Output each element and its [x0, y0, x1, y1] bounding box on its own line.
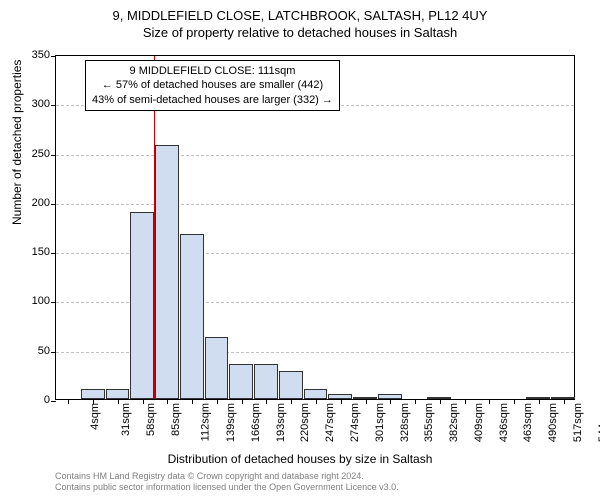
x-tick-label: 382sqm: [448, 403, 460, 442]
x-tick-label: 4sqm: [89, 403, 101, 430]
histogram-bar: [205, 337, 229, 399]
x-tick-label: 463sqm: [522, 403, 534, 442]
x-tick-label: 409sqm: [473, 403, 485, 442]
x-tick-label: 274sqm: [349, 403, 361, 442]
y-tick-label: 350: [20, 49, 50, 61]
x-axis-label: Distribution of detached houses by size …: [0, 452, 600, 466]
x-tick-label: 220sqm: [300, 403, 312, 442]
x-tick-label: 58sqm: [145, 403, 157, 436]
histogram-bar: [229, 364, 253, 399]
histogram-bar: [279, 371, 303, 399]
x-tick-label: 355sqm: [423, 403, 435, 442]
attribution-text: Contains HM Land Registry data © Crown c…: [55, 471, 399, 494]
y-tick-label: 100: [20, 295, 50, 307]
y-tick-label: 150: [20, 246, 50, 258]
histogram-bar: [155, 145, 179, 399]
x-tick-label: 436sqm: [498, 403, 510, 442]
histogram-bar: [130, 212, 154, 399]
y-tick-label: 200: [20, 197, 50, 209]
x-tick-label: 166sqm: [250, 403, 262, 442]
x-tick-label: 139sqm: [225, 403, 237, 442]
annotation-box: 9 MIDDLEFIELD CLOSE: 111sqm ← 57% of det…: [85, 60, 340, 111]
annotation-line: 9 MIDDLEFIELD CLOSE: 111sqm: [92, 64, 333, 78]
chart-title: 9, MIDDLEFIELD CLOSE, LATCHBROOK, SALTAS…: [0, 8, 600, 23]
x-tick-label: 517sqm: [572, 403, 584, 442]
histogram-bar: [254, 364, 278, 399]
y-tick-label: 50: [20, 345, 50, 357]
annotation-line: ← 57% of detached houses are smaller (44…: [92, 78, 333, 92]
histogram-bar: [106, 389, 130, 399]
y-tick-label: 0: [20, 394, 50, 406]
histogram-bar: [81, 389, 105, 399]
annotation-line: 43% of semi-detached houses are larger (…: [92, 93, 333, 107]
x-tick-label: 328sqm: [399, 403, 411, 442]
x-tick-label: 31sqm: [120, 403, 132, 436]
histogram-bar: [180, 234, 204, 399]
x-tick-label: 490sqm: [547, 403, 559, 442]
chart-subtitle: Size of property relative to detached ho…: [0, 25, 600, 40]
chart-area: 050100150200250300350 4sqm31sqm58sqm85sq…: [55, 55, 575, 400]
x-tick-label: 112sqm: [200, 403, 212, 441]
x-tick-label: 301sqm: [374, 403, 386, 442]
histogram-bar: [304, 389, 328, 399]
x-tick-label: 247sqm: [324, 403, 336, 442]
y-tick-label: 250: [20, 148, 50, 160]
x-tick-label: 85sqm: [170, 403, 182, 436]
x-tick-label: 193sqm: [275, 403, 287, 442]
y-tick-label: 300: [20, 98, 50, 110]
